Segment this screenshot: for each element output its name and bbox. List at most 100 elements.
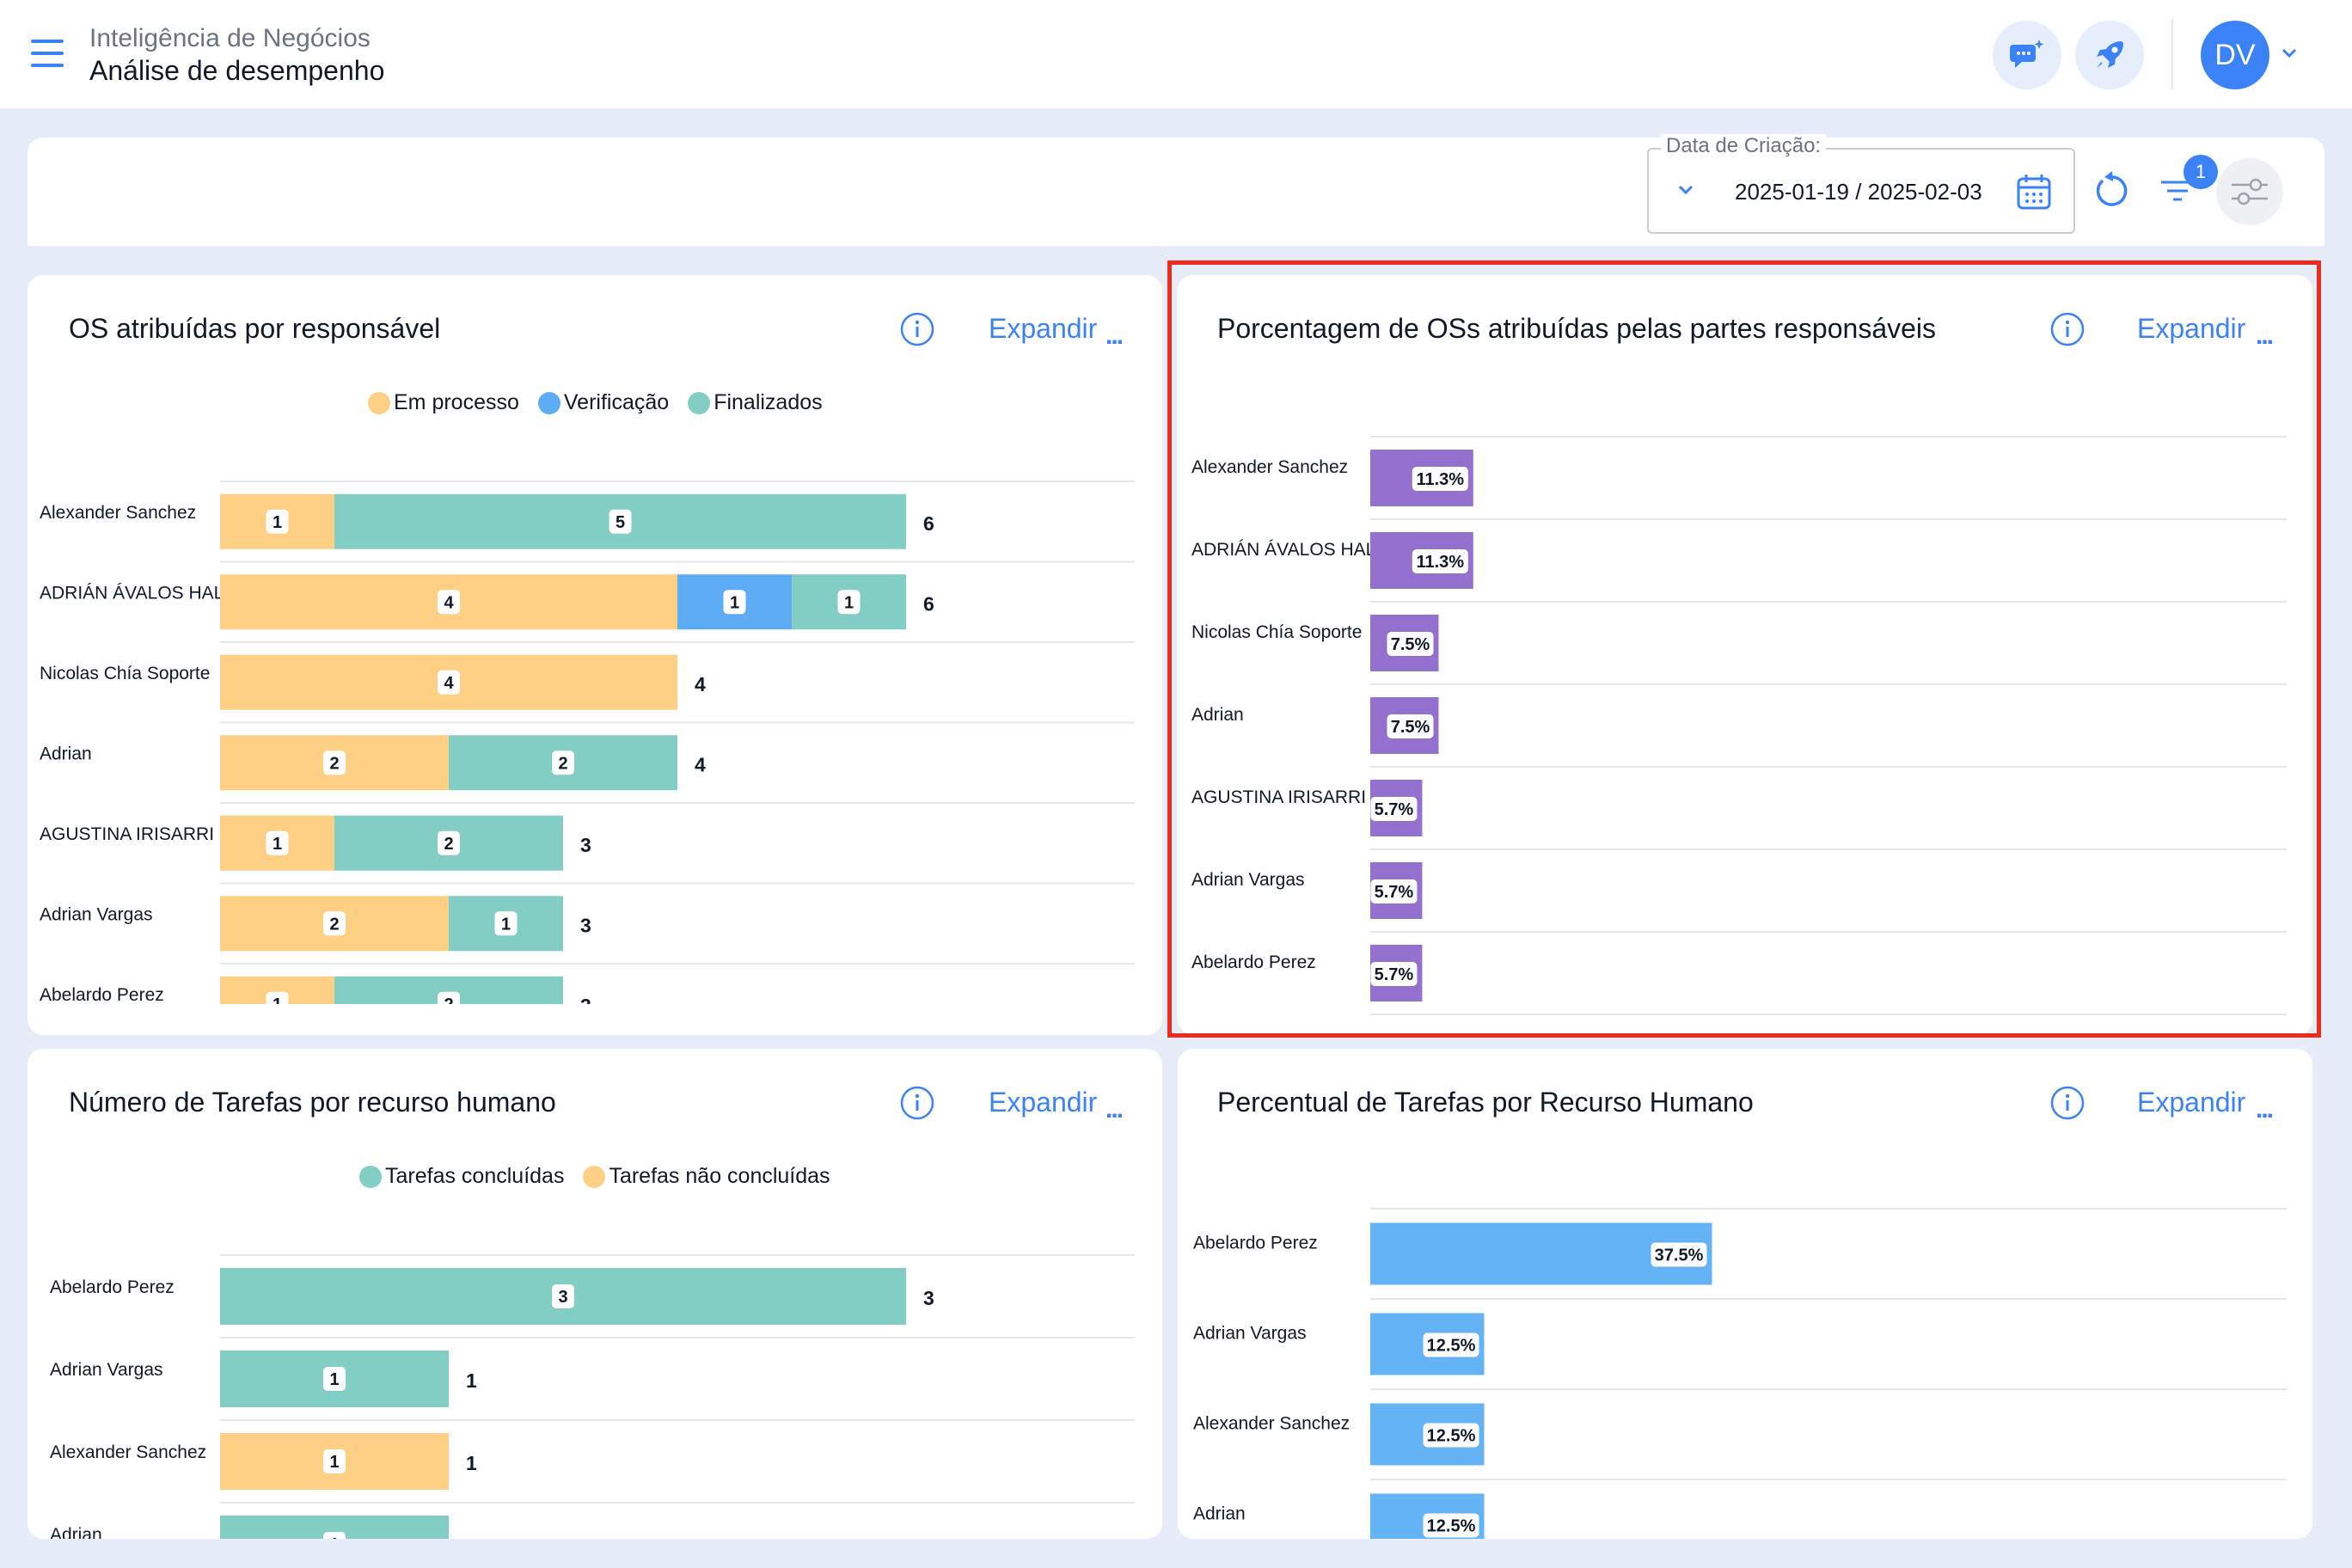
- value-label: 2: [444, 835, 453, 854]
- more-options-button[interactable]: ...: [2256, 1095, 2274, 1124]
- total-label: 1: [466, 1452, 477, 1474]
- category-label: Adrian: [50, 1525, 102, 1539]
- value-label: 3: [558, 1288, 567, 1307]
- card-os-by-responsible: OS atribuídas por responsável Expandir .…: [28, 275, 1162, 1035]
- value-label-bg: [438, 670, 460, 695]
- value-label: 2: [329, 915, 339, 934]
- total-label: 4: [695, 673, 706, 695]
- category-label: Adrian Vargas: [1193, 1324, 1307, 1344]
- expand-button[interactable]: Expandir: [989, 1087, 1098, 1118]
- value-label-bg: [1387, 714, 1434, 738]
- card-tasks-by-resource: Número de Tarefas por recurso humano Exp…: [28, 1049, 1162, 1539]
- date-range-value[interactable]: 2025-01-19 / 2025-02-03: [1735, 179, 1982, 205]
- rocket-icon: [2097, 41, 2123, 68]
- category-label: Adrian: [1191, 705, 1244, 725]
- value-label: 1: [329, 1370, 339, 1389]
- refresh-icon[interactable]: [2092, 168, 2132, 215]
- value-label: 7.5%: [1391, 718, 1430, 737]
- value-label: 1: [273, 995, 282, 1004]
- value-label: 11.3%: [1416, 553, 1464, 572]
- value-label-bg: [323, 750, 346, 775]
- date-range-field[interactable]: Data de Criação: 2025-01-19 / 2025-02-03: [1647, 134, 2075, 234]
- value-label-bg: [266, 991, 289, 1004]
- value-label: 12.5%: [1427, 1517, 1476, 1536]
- category-label: Alexander Sanchez: [1191, 457, 1348, 477]
- page-title: Análise de desempenho: [89, 55, 385, 86]
- value-label-bg: [1387, 632, 1434, 656]
- value-label-bg: [837, 590, 861, 615]
- legend-label: Em processo: [394, 390, 519, 414]
- total-label: 4: [695, 753, 706, 775]
- legend-label: Tarefas concluídas: [385, 1164, 565, 1188]
- more-options-button[interactable]: ...: [1106, 1095, 1124, 1124]
- value-label-bg: [438, 590, 460, 615]
- avatar[interactable]: DV: [2201, 21, 2269, 89]
- value-label: 2: [558, 754, 567, 773]
- legend-item-tarefas-nao-concluidas[interactable]: Tarefas não concluídas: [583, 1164, 830, 1189]
- legend-item-tarefas-concluidas[interactable]: Tarefas concluídas: [359, 1164, 564, 1189]
- value-label-bg: [1370, 962, 1418, 986]
- more-options-button[interactable]: ...: [1106, 322, 1124, 350]
- legend-item-em-processo[interactable]: Em processo: [368, 390, 519, 415]
- value-label-bg: [1423, 1423, 1479, 1448]
- value-label-bg: [1423, 1332, 1479, 1357]
- value-label-bg: [552, 1284, 574, 1308]
- legend-item-finalizados[interactable]: Finalizados: [688, 390, 823, 415]
- value-label-bg: [1412, 467, 1468, 491]
- chevron-down-icon[interactable]: [1675, 179, 1697, 201]
- value-label-bg: [609, 509, 632, 534]
- value-label: 1: [501, 915, 511, 934]
- menu-icon[interactable]: [31, 40, 64, 67]
- info-icon[interactable]: [2049, 311, 2086, 347]
- tasks-percentage-chart: Abelardo Perez 37.5% Adrian Vargas 12.5% Ale…: [1193, 1208, 2287, 1539]
- total-label: 3: [580, 834, 591, 856]
- category-label: ADRIÁN ÁVALOS HAL: [1191, 540, 1375, 560]
- card-os-percentage: Porcentagem de OSs atribuídas pelas part…: [1178, 275, 2312, 1035]
- expand-button[interactable]: Expandir: [989, 313, 1098, 344]
- info-icon[interactable]: [2049, 1085, 2086, 1121]
- value-label-bg: [1370, 797, 1418, 821]
- info-icon[interactable]: [899, 1085, 935, 1121]
- value-label: 11.3%: [1416, 470, 1464, 489]
- chat-ai-button[interactable]: [1993, 21, 2061, 89]
- total-label: 1: [466, 1534, 477, 1539]
- value-label-bg: [266, 830, 289, 855]
- value-label: 37.5%: [1655, 1246, 1704, 1265]
- category-label: Alexander Sanchez: [1193, 1414, 1350, 1434]
- calendar-icon[interactable]: [2015, 172, 2053, 211]
- category-label: Abelardo Perez: [40, 985, 164, 1004]
- chevron-down-icon[interactable]: [2280, 43, 2299, 62]
- value-label: 5.7%: [1375, 965, 1414, 984]
- value-label: 1: [844, 593, 854, 612]
- value-label-bg: [266, 509, 289, 534]
- value-label-bg: [438, 991, 460, 1004]
- chart-legend: Tarefas concluídas Tarefas não concluída…: [359, 1164, 830, 1189]
- card-title: Número de Tarefas por recurso humano: [69, 1087, 556, 1118]
- tasks-by-resource-chart: Abelardo Perez 3 3 Adrian Vargas 1 1 Alexander…: [50, 1254, 1135, 1539]
- rocket-button[interactable]: [2075, 21, 2144, 89]
- value-label: 1: [273, 835, 282, 854]
- info-icon[interactable]: [899, 311, 935, 347]
- value-label-bg: [323, 1449, 346, 1473]
- value-label-bg: [323, 1367, 346, 1391]
- value-label: 5.7%: [1375, 800, 1414, 819]
- more-options-button[interactable]: ...: [2256, 322, 2274, 350]
- value-label-bg: [438, 830, 460, 855]
- expand-button[interactable]: Expandir: [2137, 313, 2246, 344]
- category-label: AGUSTINA IRISARRI: [1191, 787, 1366, 807]
- category-label: Abelardo Perez: [1191, 952, 1316, 972]
- card-title: OS atribuídas por responsável: [69, 313, 441, 344]
- card-title: Percentual de Tarefas por Recurso Humano: [1217, 1087, 1754, 1118]
- value-label: 1: [273, 513, 282, 532]
- breadcrumb-parent[interactable]: Inteligência de Negócios: [89, 24, 371, 52]
- os-percentage-chart: Alexander Sanchez 11.3% ADRIÁN ÁVALOS HAL 1…: [1191, 436, 2287, 1015]
- value-label-bg: [323, 1532, 346, 1539]
- card-title: Porcentagem de OSs atribuídas pelas part…: [1217, 313, 1937, 344]
- total-label: 6: [923, 592, 934, 615]
- expand-button[interactable]: Expandir: [2137, 1087, 2246, 1118]
- category-label: Adrian Vargas: [40, 904, 153, 924]
- adjust-settings-button[interactable]: [2216, 158, 2283, 225]
- legend-label: Tarefas não concluídas: [609, 1164, 830, 1188]
- legend-item-verificacao[interactable]: Verificação: [537, 390, 669, 415]
- category-label: Nicolas Chía Soporte: [1191, 622, 1362, 642]
